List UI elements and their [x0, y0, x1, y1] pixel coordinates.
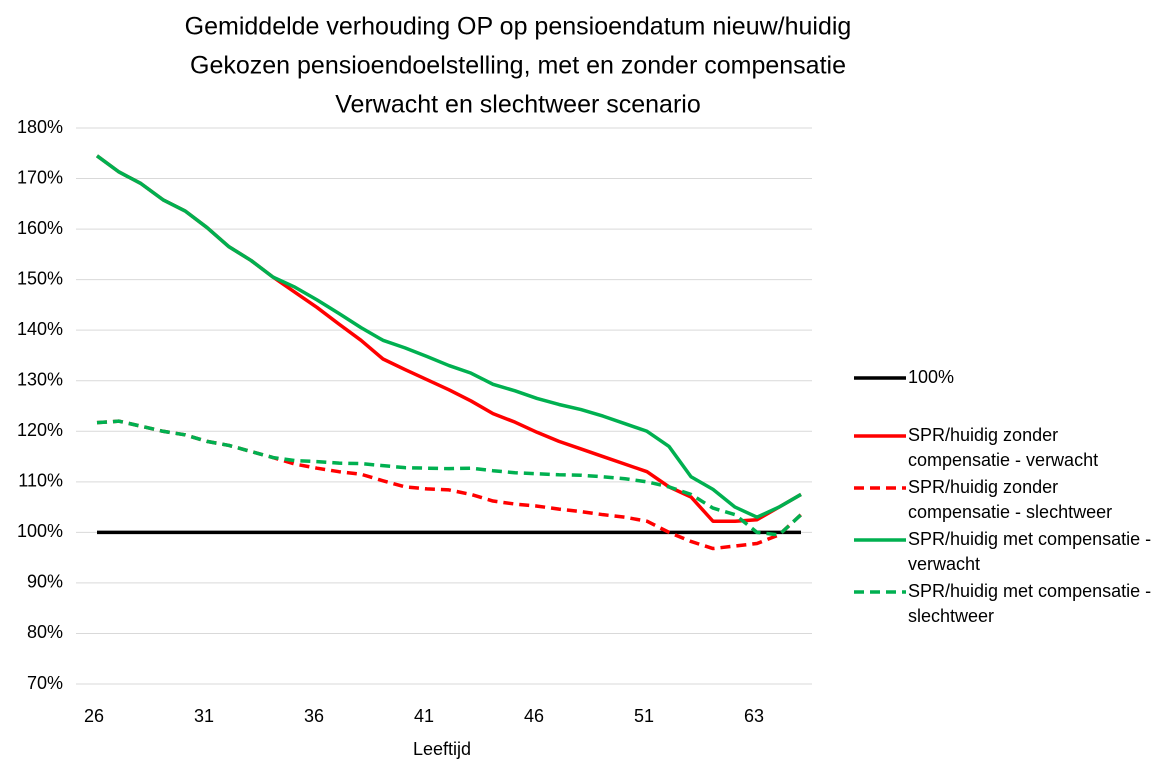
y-tick-label: 180%: [17, 117, 63, 137]
y-tick-label: 120%: [17, 420, 63, 440]
y-tick-label: 100%: [17, 521, 63, 541]
y-tick-label: 90%: [27, 572, 63, 592]
x-tick-label: 26: [84, 706, 104, 726]
legend-swatch: [854, 434, 906, 438]
x-tick-label: 41: [414, 706, 434, 726]
y-tick-label: 150%: [17, 268, 63, 288]
y-tick-label: 110%: [18, 471, 63, 491]
legend-swatch: [854, 590, 906, 594]
legend-item: SPR/huidig met compensatie - slechtweer: [852, 579, 1172, 629]
x-tick-label: 63: [744, 706, 764, 726]
legend-label: SPR/huidig zonder compensatie - verwacht: [908, 425, 1099, 470]
y-tick-label: 170%: [17, 167, 63, 187]
x-tick-label: 46: [524, 706, 544, 726]
chart-subtitle: Verwacht en slechtweer scenario: [335, 91, 700, 119]
series-line: [96, 419, 803, 537]
series-line: [95, 154, 802, 519]
y-tick-label: 80%: [27, 622, 63, 642]
legend-swatch: [854, 376, 906, 380]
y-tick-label: 70%: [27, 673, 63, 693]
chart-subtitle: Gekozen pensioendoelstelling, met en zon…: [190, 52, 846, 80]
series-line: [96, 419, 803, 551]
legend-item: SPR/huidig zonder compensatie - slechtwe…: [852, 475, 1172, 525]
series-line: [95, 154, 802, 523]
legend-label: SPR/huidig met compensatie - slechtweer: [908, 581, 1152, 626]
x-tick-label: 51: [634, 706, 654, 726]
legend-label: SPR/huidig met compensatie - verwacht: [908, 529, 1152, 574]
y-tick-label: 130%: [17, 369, 63, 389]
legend-label: 100%: [908, 367, 955, 387]
y-tick-label: 160%: [17, 218, 63, 238]
legend-swatch: [854, 538, 906, 542]
chart-title: Gemiddelde verhouding OP op pensioendatu…: [185, 13, 852, 41]
legend-item: SPR/huidig met compensatie - verwacht: [852, 527, 1172, 577]
x-tick-label: 31: [194, 706, 214, 726]
y-tick-label: 140%: [17, 319, 63, 339]
legend-swatch: [854, 486, 906, 490]
legend-item: 100%: [852, 365, 1172, 391]
legend-item: SPR/huidig zonder compensatie - verwacht: [852, 423, 1172, 473]
x-tick-label: 36: [304, 706, 324, 726]
x-axis-label: Leeftijd: [413, 739, 471, 759]
legend-label: SPR/huidig zonder compensatie - slechtwe…: [908, 477, 1113, 522]
